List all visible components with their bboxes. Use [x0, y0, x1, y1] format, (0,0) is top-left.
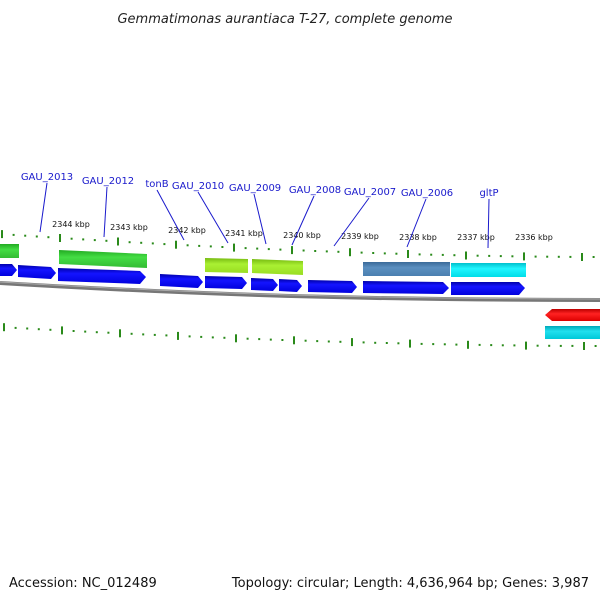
accession-text: Accession: NC_012489: [9, 576, 157, 591]
feature-bar-green-edge: [0, 244, 19, 258]
gene-labels: GAU_2013 GAU_2012 tonB GAU_2010 GAU_2009…: [21, 172, 499, 199]
kbp-label: 2340 kbp: [283, 231, 321, 240]
kbp-label: 2344 kbp: [52, 220, 90, 229]
feature-bar-gau2012: [59, 250, 147, 268]
gene-label-gau2013: GAU_2013: [21, 172, 73, 183]
kbp-label: 2336 kbp: [515, 233, 553, 242]
kbp-label: 2337 kbp: [457, 233, 495, 242]
leader-line: [406, 198, 427, 248]
gene-label-gau2007: GAU_2007: [344, 187, 396, 198]
leader-line: [39, 182, 48, 233]
cds-arrow: [251, 278, 278, 291]
feature-track: [0, 244, 526, 277]
gene-label-gau2008: GAU_2008: [289, 185, 341, 196]
leader-line: [103, 186, 108, 238]
cds-arrow: [279, 279, 302, 292]
kbp-label: 2341 kbp: [225, 229, 263, 238]
cds-arrow: [363, 281, 449, 294]
cds-arrow: [0, 264, 17, 276]
gene-label-gau2006: GAU_2006: [401, 188, 453, 199]
kbp-label: 2343 kbp: [110, 223, 148, 232]
cds-arrow: [18, 265, 56, 279]
leader-line: [333, 197, 370, 247]
kbp-label: 2339 kbp: [341, 232, 379, 241]
gene-label-gau2010: GAU_2010: [172, 181, 224, 192]
cds-arrow: [308, 280, 357, 293]
gene-label-gau2009: GAU_2009: [229, 183, 281, 194]
genome-backbone-highlight: [0, 281, 600, 300]
cds-arrow: [205, 276, 247, 289]
kbp-label: 2338 kbp: [399, 233, 437, 242]
feature-bar-gau2009: [205, 258, 248, 273]
kbp-labels: 2344 kbp 2343 kbp 2342 kbp 2341 kbp 2340…: [52, 220, 553, 242]
gene-label-gltP: gltP: [479, 188, 498, 199]
genome-summary-text: Topology: circular; Length: 4,636,964 bp…: [231, 576, 589, 591]
feature-bar-gltP: [451, 263, 526, 277]
cds-arrow: [160, 274, 203, 288]
genome-backbone: [0, 281, 600, 302]
feature-bar-gau2006: [363, 262, 450, 276]
kbp-label: 2342 kbp: [168, 226, 206, 235]
cds-arrow: [451, 282, 525, 295]
gene-label-gau2012: GAU_2012: [82, 176, 134, 187]
feature-bar-gau2008: [252, 259, 303, 275]
genome-title: Gemmatimonas aurantiaca T-27, complete g…: [117, 12, 452, 27]
cds-arrow: [58, 268, 146, 284]
inner-tick-marks: [3, 323, 597, 350]
gene-label-tonB: tonB: [145, 179, 168, 190]
feature-bar-red: [545, 309, 600, 321]
leader-line: [487, 198, 490, 249]
gene-label-leaders: [39, 182, 490, 249]
leader-line: [197, 191, 229, 244]
outer-tick-marks: [1, 230, 595, 261]
feature-bar-teal: [545, 326, 600, 339]
lower-feature-track: [545, 309, 600, 339]
leader-line: [156, 189, 185, 241]
cds-track: [0, 264, 525, 295]
leader-line: [253, 193, 267, 245]
leader-line: [291, 195, 315, 246]
